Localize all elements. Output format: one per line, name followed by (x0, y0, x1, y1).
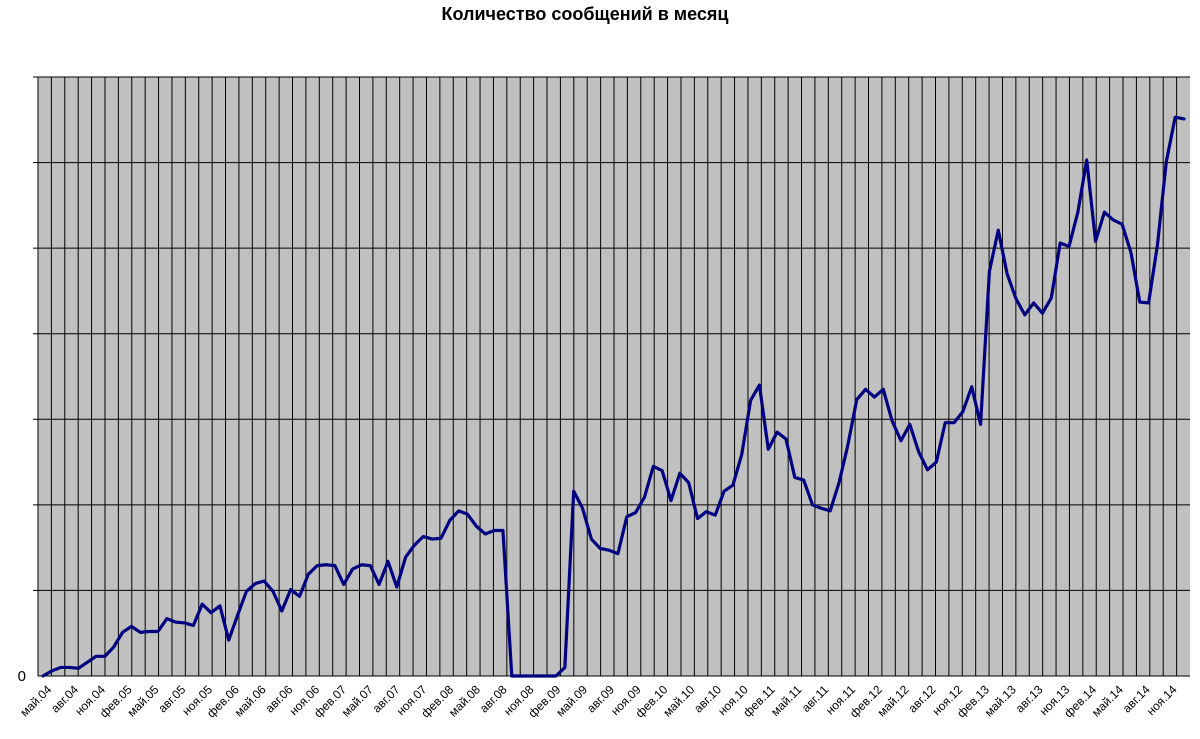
series-line (41, 115, 1186, 678)
x-tick-label: ноя.14 (1144, 682, 1180, 718)
x-tick-label: май.04 (17, 682, 54, 719)
series-layer (41, 115, 1186, 678)
axis-layer (33, 76, 1190, 677)
grid-layer (38, 76, 1190, 676)
y-tick-label: 0 (18, 668, 26, 685)
chart-title: Количество сообщений в месяц (441, 4, 729, 24)
x-tick-label: май.11 (768, 682, 805, 719)
